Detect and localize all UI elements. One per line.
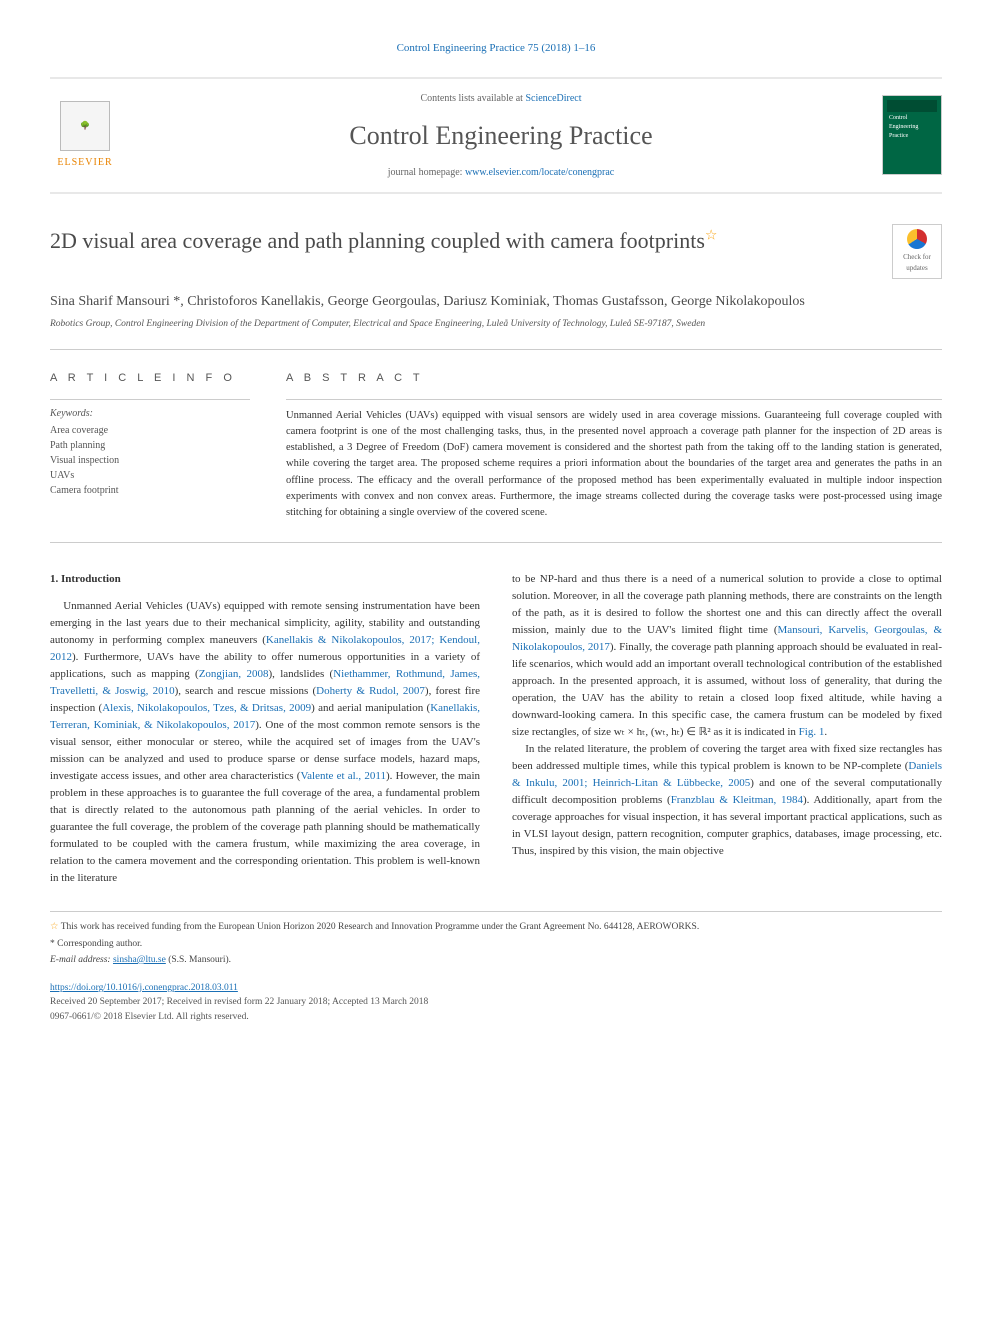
elsevier-label: ELSEVIER — [57, 155, 112, 170]
body-paragraph: In the related literature, the problem o… — [512, 741, 942, 860]
doi-block: https://doi.org/10.1016/j.conengprac.201… — [50, 981, 942, 1024]
funding-footnote: ☆ This work has received funding from th… — [50, 920, 942, 934]
abstract-heading: A B S T R A C T — [286, 370, 942, 387]
title-text: 2D visual area coverage and path plannin… — [50, 228, 705, 253]
abstract-text: Unmanned Aerial Vehicles (UAVs) equipped… — [286, 399, 942, 522]
right-column: to be NP-hard and thus there is a need o… — [512, 571, 942, 888]
keywords-label: Keywords: — [50, 399, 250, 421]
authors-list: Sina Sharif Mansouri *, Christoforos Kan… — [50, 291, 942, 313]
cover-text: Control Engineering Practice — [887, 114, 937, 141]
keyword: Visual inspection — [50, 453, 250, 468]
keyword: UAVs — [50, 468, 250, 483]
star-icon: ☆ — [50, 922, 61, 932]
article-title: 2D visual area coverage and path plannin… — [50, 224, 717, 257]
doi-link[interactable]: https://doi.org/10.1016/j.conengprac.201… — [50, 983, 238, 993]
title-star-icon: ☆ — [705, 228, 718, 243]
divider — [50, 349, 942, 350]
journal-header: 🌳 ELSEVIER Contents lists available at S… — [50, 77, 942, 194]
email-footnote: E-mail address: sinsha@ltu.se (S.S. Mans… — [50, 953, 942, 967]
title-row: 2D visual area coverage and path plannin… — [50, 224, 942, 279]
article-info-column: A R T I C L E I N F O Keywords: Area cov… — [50, 370, 250, 521]
email-label: E-mail address: — [50, 955, 113, 965]
homepage-link[interactable]: www.elsevier.com/locate/conengprac — [465, 167, 614, 178]
corresponding-footnote: * Corresponding author. — [50, 937, 942, 951]
keyword: Camera footprint — [50, 483, 250, 498]
crossmark-icon — [907, 229, 927, 249]
contents-prefix: Contents lists available at — [420, 93, 525, 104]
elsevier-tree-icon: 🌳 — [60, 101, 110, 151]
keyword: Area coverage — [50, 423, 250, 438]
received-dates: Received 20 September 2017; Received in … — [50, 995, 942, 1009]
email-suffix: (S.S. Mansouri). — [166, 955, 231, 965]
left-column: 1. Introduction Unmanned Aerial Vehicles… — [50, 571, 480, 888]
homepage-line: journal homepage: www.elsevier.com/locat… — [136, 165, 866, 180]
funding-text: This work has received funding from the … — [61, 922, 699, 932]
body-columns: 1. Introduction Unmanned Aerial Vehicles… — [50, 571, 942, 888]
article-info-heading: A R T I C L E I N F O — [50, 370, 250, 387]
elsevier-logo: 🌳 ELSEVIER — [50, 95, 120, 175]
body-paragraph: Unmanned Aerial Vehicles (UAVs) equipped… — [50, 598, 480, 888]
body-paragraph: to be NP-hard and thus there is a need o… — [512, 571, 942, 741]
corresponding-text: Corresponding author. — [57, 939, 142, 949]
sciencedirect-link[interactable]: ScienceDirect — [525, 93, 581, 104]
check-updates-label: Check for updates — [893, 252, 941, 273]
affiliation: Robotics Group, Control Engineering Divi… — [50, 317, 942, 331]
abstract-column: A B S T R A C T Unmanned Aerial Vehicles… — [286, 370, 942, 521]
footnotes: ☆ This work has received funding from th… — [50, 911, 942, 967]
journal-center: Contents lists available at ScienceDirec… — [136, 91, 866, 180]
journal-name: Control Engineering Practice — [136, 116, 866, 155]
keyword: Path planning — [50, 438, 250, 453]
info-abstract-row: A R T I C L E I N F O Keywords: Area cov… — [50, 370, 942, 521]
cover-bar — [887, 100, 937, 112]
check-updates-badge[interactable]: Check for updates — [892, 224, 942, 279]
section-heading: 1. Introduction — [50, 571, 480, 588]
email-link[interactable]: sinsha@ltu.se — [113, 955, 166, 965]
divider — [50, 542, 942, 543]
journal-cover-thumbnail: Control Engineering Practice — [882, 95, 942, 175]
homepage-prefix: journal homepage: — [388, 167, 465, 178]
copyright-line: 0967-0661/© 2018 Elsevier Ltd. All right… — [50, 1010, 942, 1024]
journal-reference: Control Engineering Practice 75 (2018) 1… — [50, 40, 942, 57]
contents-line: Contents lists available at ScienceDirec… — [136, 91, 866, 106]
